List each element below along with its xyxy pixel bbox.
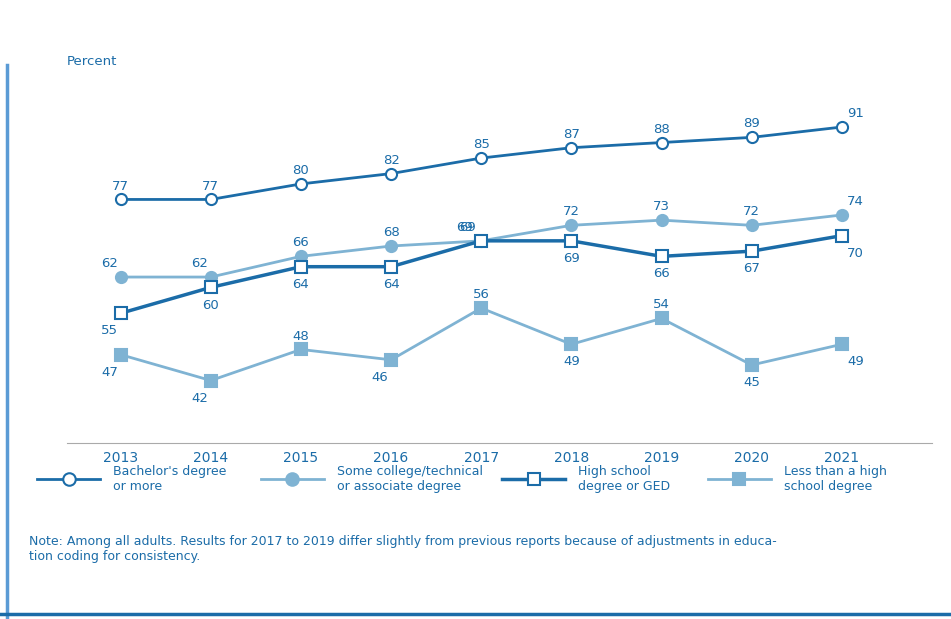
Text: Bachelor's degree
or more: Bachelor's degree or more: [113, 465, 227, 493]
Text: 91: 91: [847, 107, 864, 120]
Text: 49: 49: [847, 355, 864, 368]
Text: 66: 66: [293, 236, 309, 249]
Text: Percent: Percent: [67, 55, 117, 68]
Text: 62: 62: [191, 257, 208, 270]
Text: 55: 55: [101, 324, 118, 337]
Text: 68: 68: [382, 226, 399, 239]
Text: High school
degree or GED: High school degree or GED: [578, 465, 670, 493]
Text: 77: 77: [112, 180, 129, 193]
Text: 74: 74: [847, 195, 864, 208]
Text: 89: 89: [744, 118, 760, 131]
Text: 69: 69: [563, 252, 580, 265]
Text: 60: 60: [203, 298, 219, 311]
Text: 85: 85: [473, 138, 490, 151]
Text: Figure 2. At least doing okay financially (by year and education): Figure 2. At least doing okay financiall…: [14, 24, 646, 41]
Text: 54: 54: [653, 298, 670, 311]
Text: 73: 73: [653, 200, 670, 213]
Text: 62: 62: [101, 257, 118, 270]
Text: 45: 45: [744, 376, 760, 389]
Text: Less than a high
school degree: Less than a high school degree: [784, 465, 886, 493]
Text: Some college/technical
or associate degree: Some college/technical or associate degr…: [337, 465, 483, 493]
Text: 77: 77: [203, 180, 220, 193]
Text: Note: Among all adults. Results for 2017 to 2019 differ slightly from previous r: Note: Among all adults. Results for 2017…: [29, 535, 776, 563]
Text: 80: 80: [293, 164, 309, 177]
Text: 48: 48: [293, 329, 309, 342]
Text: 66: 66: [653, 267, 670, 280]
Text: 70: 70: [847, 247, 864, 260]
Text: 42: 42: [191, 392, 208, 405]
Text: 67: 67: [744, 262, 760, 275]
Text: 64: 64: [382, 278, 399, 291]
Text: 46: 46: [372, 371, 388, 384]
Text: 72: 72: [743, 206, 760, 219]
Text: 49: 49: [563, 355, 580, 368]
Text: 82: 82: [382, 154, 399, 167]
Text: 88: 88: [653, 123, 670, 136]
Text: 69: 69: [456, 221, 473, 234]
Text: 72: 72: [563, 206, 580, 219]
Text: 47: 47: [101, 366, 118, 379]
Text: 56: 56: [473, 288, 490, 301]
Text: 69: 69: [459, 221, 476, 234]
Text: 64: 64: [293, 278, 309, 291]
Text: 87: 87: [563, 128, 580, 141]
